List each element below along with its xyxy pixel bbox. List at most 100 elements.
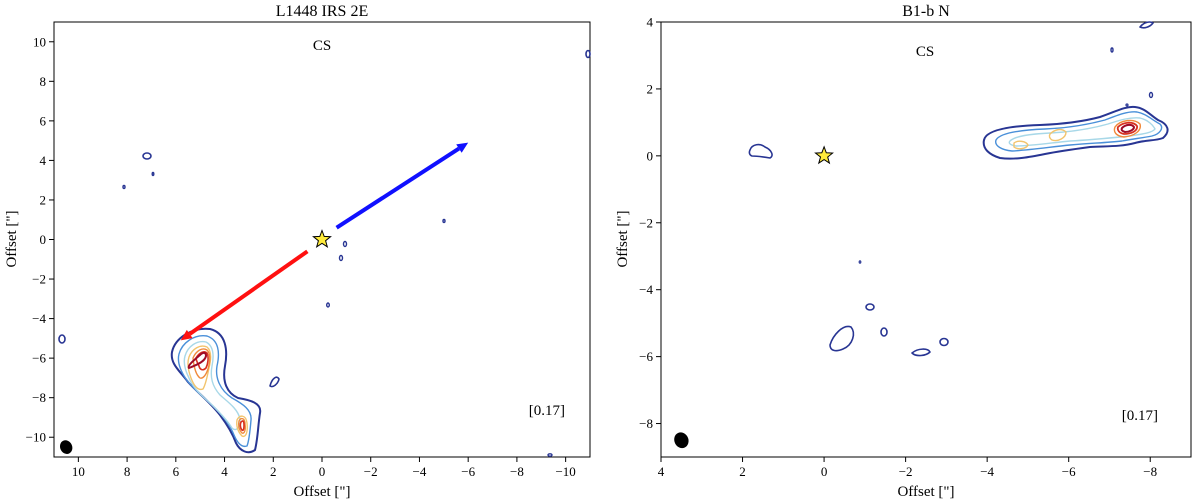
x-axis-label-left: Offset ["]: [293, 484, 350, 500]
contour-south-l4: [236, 415, 248, 438]
y-tick-label: 0: [647, 148, 654, 163]
contour-filament-outer: [982, 105, 1169, 160]
x-tick-label: −6: [461, 464, 475, 479]
x-tick-label: 6: [173, 464, 180, 479]
y-tick-label: −2: [639, 215, 653, 230]
y-tick-label: −4: [32, 311, 46, 326]
x-tick-label: −2: [364, 464, 378, 479]
line-label-right: CS: [916, 44, 934, 60]
contour-blob: [1148, 91, 1154, 99]
x-tick-label: 2: [270, 464, 277, 479]
y-tick-label: −6: [639, 349, 653, 364]
beam-ellipse-right: [674, 432, 689, 449]
x-tick-label: 4: [658, 464, 665, 479]
contour-blob: [585, 49, 591, 59]
contour-blob: [547, 453, 553, 457]
x-tick-label: 4: [221, 464, 228, 479]
outflow-arrows-left: [180, 142, 469, 341]
y-tick-label: 2: [40, 192, 47, 207]
y-tick-label: 4: [40, 153, 47, 168]
contour-blob: [122, 184, 126, 190]
contour-blob: [342, 240, 348, 248]
chart-title-right: B1-b N: [902, 3, 950, 20]
contour-main-l4: [187, 345, 212, 391]
plot-frame-right: [660, 21, 1192, 458]
x-tick-label: 0: [821, 464, 828, 479]
contour-blob: [1125, 103, 1129, 107]
contour-filament-l4: [1048, 128, 1067, 142]
panel-right: B1-b N CS [0.17] Offset ["] Offset ["] 4…: [615, 3, 1192, 500]
contour-blob: [442, 218, 446, 224]
x-tick-label: 10: [72, 464, 85, 479]
contour-blob: [939, 337, 949, 347]
contour-filament-l3: [1008, 117, 1156, 147]
y-tick-label: 4: [647, 15, 654, 30]
y-tick-label: 6: [40, 113, 47, 128]
contours-left: [58, 49, 591, 457]
x-tick-label: −6: [1062, 464, 1076, 479]
contour-blob: [1139, 21, 1154, 29]
rms-label-right: [0.17]: [1122, 408, 1158, 424]
x-tick-label: 0: [319, 464, 326, 479]
y-axis-label-left: Offset ["]: [4, 210, 20, 267]
y-tick-label: −2: [32, 272, 46, 287]
outflow-arrow-blue: [335, 146, 461, 230]
y-tick-label: 0: [40, 232, 47, 247]
x-tick-label: −4: [980, 464, 994, 479]
x-tick-label: −4: [413, 464, 427, 479]
contour-south-l5: [237, 417, 246, 434]
x-tick-label: 8: [124, 464, 131, 479]
contour-blob: [880, 327, 888, 337]
contour-blob: [911, 348, 931, 357]
contour-blob: [748, 143, 773, 159]
contour-blob: [142, 152, 152, 160]
contour-blob: [829, 325, 855, 352]
y-axis-label-right: Offset ["]: [615, 210, 631, 267]
protostar-marker-right: [814, 145, 834, 165]
contour-blob: [858, 260, 862, 264]
contour-main-l6: [195, 351, 209, 371]
chart-title-left: L1448 IRS 2E: [276, 3, 368, 20]
contour-filament-l2: [995, 111, 1163, 152]
y-tick-label: −4: [639, 282, 653, 297]
x-tick-label: 2: [739, 464, 746, 479]
y-tick-label: 2: [647, 81, 654, 96]
contour-blob: [338, 254, 344, 262]
x-tick-label: −10: [555, 464, 575, 479]
y-tick-label: −8: [32, 390, 46, 405]
contour-blob: [326, 302, 331, 308]
contour-peak-l4: [1113, 119, 1141, 138]
contour-blob: [865, 303, 875, 311]
contour-blob: [58, 334, 66, 344]
x-tick-label: −2: [899, 464, 913, 479]
outflow-arrow-red: [188, 249, 309, 336]
x-tick-label: −8: [1143, 464, 1157, 479]
y-tick-label: 10: [33, 34, 46, 49]
y-tick-label: 8: [40, 74, 47, 89]
contour-filament-l4b: [1013, 140, 1029, 150]
panel-left: L1448 IRS 2E CS [0.17] Offset ["] Offset…: [4, 3, 591, 500]
outflow-arrowhead-red: [180, 329, 193, 341]
contour-blob: [1110, 47, 1114, 53]
line-label-left: CS: [313, 38, 331, 54]
tick-group-right: 4 2 0 −2 −4 −6 −8 4 2 0 −2 −4 −6 −8: [639, 15, 1157, 480]
contours-right: [748, 21, 1169, 357]
contour-blob: [151, 171, 155, 177]
x-tick-label: −8: [510, 464, 524, 479]
y-tick-label: −8: [639, 416, 653, 431]
contour-south-peak: [239, 420, 245, 432]
outflow-arrowhead-blue: [456, 142, 469, 153]
x-axis-label-right: Offset ["]: [897, 484, 954, 500]
y-tick-label: −10: [26, 430, 46, 445]
contour-main-peak: [187, 351, 207, 369]
contour-blob: [269, 376, 280, 388]
tick-group-left: 10 8 6 4 2 0 −2 −4 −6 −8 −10 10 8 6 4 2 0 −2 −4 −6 −8 −10: [26, 34, 576, 479]
beam-ellipse-left: [59, 440, 73, 454]
contour-main-l5: [192, 348, 211, 379]
protostar-marker-left: [312, 229, 332, 248]
contour-peak-l6: [1120, 123, 1135, 133]
y-tick-label: −6: [32, 351, 46, 366]
rms-label-left: [0.17]: [529, 403, 565, 419]
contour-peak-l5: [1116, 121, 1138, 135]
